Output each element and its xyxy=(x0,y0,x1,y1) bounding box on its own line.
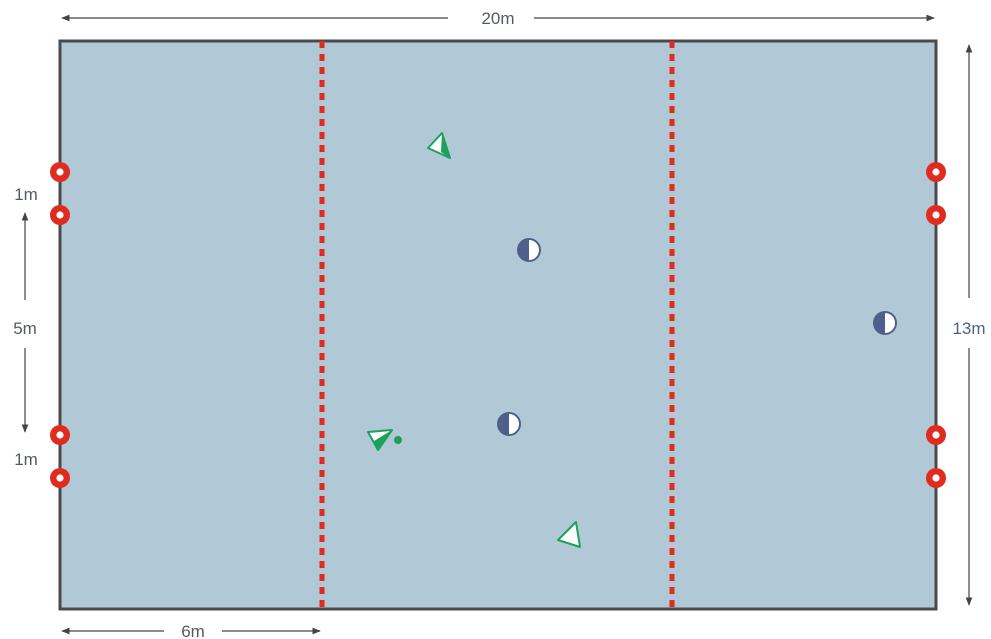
gap-top-label: 1m xyxy=(14,185,38,204)
pole-left-4 xyxy=(50,468,70,488)
circle-player-2 xyxy=(497,412,521,436)
width-dimension: 20m xyxy=(61,9,935,28)
poles xyxy=(50,162,946,488)
zone-dimension: 6m xyxy=(61,622,321,639)
players xyxy=(367,132,897,548)
circle-player-3 xyxy=(873,311,897,335)
pole-left-2 xyxy=(50,205,70,225)
middle-label: 5m xyxy=(13,319,37,338)
ball xyxy=(394,436,402,444)
height-dimension: 13m xyxy=(952,44,986,606)
triangle-player-2 xyxy=(367,429,393,451)
pole-right-1 xyxy=(926,162,946,182)
circle-player-1 xyxy=(517,238,541,262)
goal-dimensions: 1m 5m 1m xyxy=(13,185,38,469)
zone-label: 6m xyxy=(181,622,205,639)
pole-right-2 xyxy=(926,205,946,225)
height-label: 13m xyxy=(952,319,985,338)
width-label: 20m xyxy=(481,9,514,28)
pole-left-3 xyxy=(50,425,70,445)
pole-left-1 xyxy=(50,162,70,182)
gap-bottom-label: 1m xyxy=(14,450,38,469)
court xyxy=(58,39,938,611)
triangle-player-3 xyxy=(557,521,581,548)
pole-right-4 xyxy=(926,468,946,488)
triangle-player-1 xyxy=(427,132,451,159)
pole-right-3 xyxy=(926,425,946,445)
